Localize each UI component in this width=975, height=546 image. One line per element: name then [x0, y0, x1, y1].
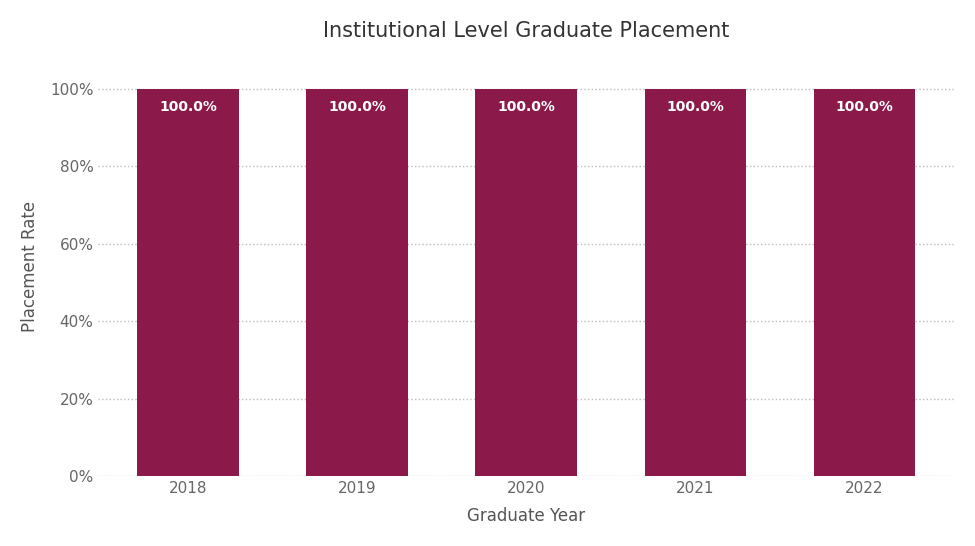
Y-axis label: Placement Rate: Placement Rate [20, 201, 39, 333]
X-axis label: Graduate Year: Graduate Year [467, 507, 585, 525]
Text: 100.0%: 100.0% [836, 100, 893, 114]
Text: 100.0%: 100.0% [497, 100, 555, 114]
Bar [814, 88, 916, 476]
Bar [137, 88, 239, 476]
Bar [306, 88, 408, 476]
Bar [644, 88, 746, 476]
Title: Institutional Level Graduate Placement: Institutional Level Graduate Placement [323, 21, 729, 41]
Bar [476, 88, 577, 476]
Text: 100.0%: 100.0% [329, 100, 386, 114]
Text: 100.0%: 100.0% [159, 100, 216, 114]
Text: 100.0%: 100.0% [667, 100, 724, 114]
